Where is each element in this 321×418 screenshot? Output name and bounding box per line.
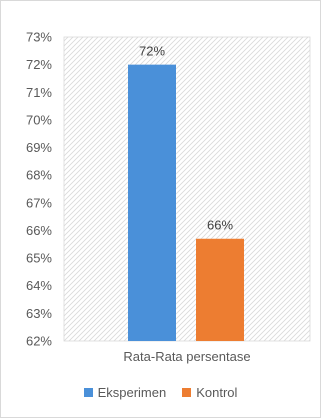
- y-tick-label: 73%: [26, 30, 52, 45]
- y-axis-ticks: 62% 63% 64% 65% 66% 67% 68% 69% 70% 71% 72% 73%: [26, 30, 52, 349]
- data-label-kontrol: 66%: [207, 218, 233, 233]
- y-tick-label: 66%: [26, 223, 52, 238]
- y-tick-label: 71%: [26, 85, 52, 100]
- legend-label-eksperimen: Eksperimen: [97, 385, 167, 400]
- legend-item-kontrol: Kontrol: [182, 385, 237, 400]
- bar-eksperimen: [128, 64, 176, 342]
- data-label-eksperimen: 72%: [139, 44, 165, 59]
- plot-area: [63, 36, 311, 342]
- y-tick-label: 62%: [26, 334, 52, 349]
- y-tick-label: 70%: [26, 112, 52, 127]
- category-label: Rata-Rata persentase: [123, 349, 250, 364]
- y-tick-label: 69%: [26, 140, 52, 155]
- legend-swatch-eksperimen: [83, 388, 93, 397]
- bars: 72% 66%: [128, 44, 244, 342]
- y-tick-label: 72%: [26, 57, 52, 72]
- y-tick-label: 63%: [26, 306, 52, 321]
- legend: Eksperimen Kontrol: [0, 385, 321, 400]
- legend-swatch-kontrol: [182, 388, 192, 397]
- y-tick-label: 67%: [26, 195, 52, 210]
- bar-kontrol: [196, 238, 244, 341]
- legend-label-kontrol: Kontrol: [196, 385, 238, 400]
- legend-item-eksperimen: Eksperimen: [83, 385, 167, 400]
- y-tick-label: 68%: [26, 168, 52, 183]
- y-tick-label: 65%: [26, 251, 52, 266]
- y-tick-label: 64%: [26, 278, 52, 293]
